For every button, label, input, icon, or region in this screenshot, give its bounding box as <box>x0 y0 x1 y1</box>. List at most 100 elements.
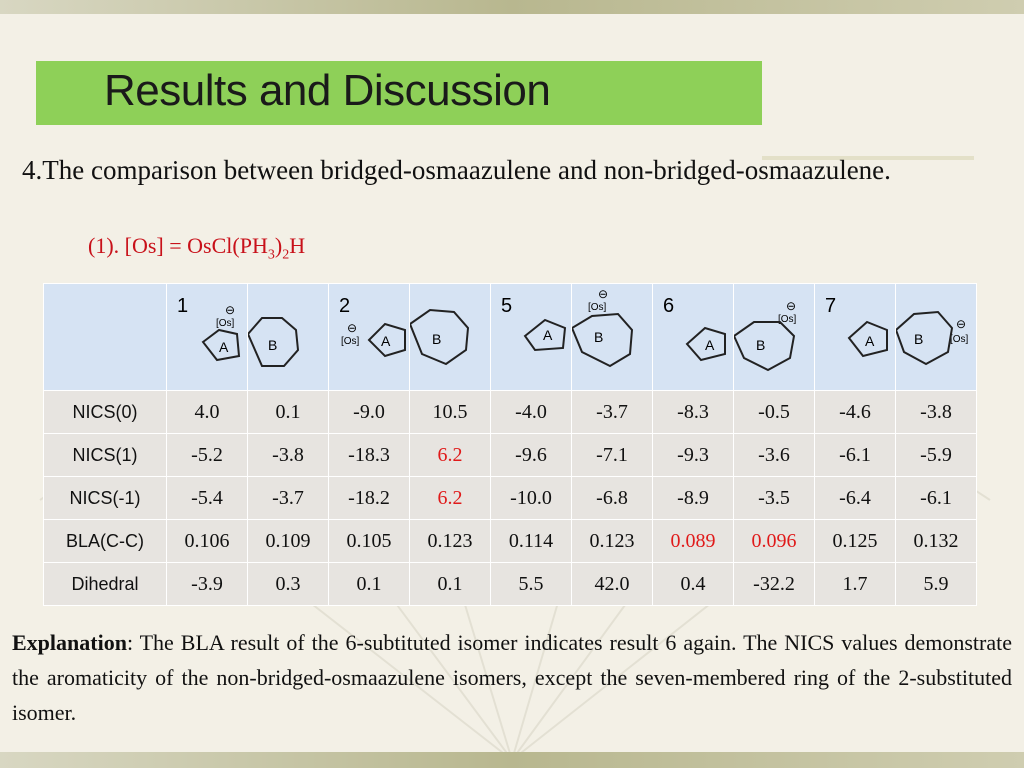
table-cell: 0.3 <box>247 562 329 606</box>
table-header-row: 1 ⊖ [Os] A B 2 ⊖ [Os] A <box>43 283 977 391</box>
table-cell: -8.3 <box>652 390 734 434</box>
table-cell: -3.8 <box>895 390 977 434</box>
table-cell: -10.0 <box>490 476 572 520</box>
table-cell: 0.123 <box>571 519 653 563</box>
table-body: NICS(0) 4.0 0.1 -9.0 10.5 -4.0 -3.7 -8.3 -0.5 -4.… <box>43 390 977 606</box>
table-cell: 0.125 <box>814 519 896 563</box>
compound-2-ring-a: 2 ⊖ [Os] A <box>328 283 410 391</box>
table-cell: -3.9 <box>166 562 248 606</box>
compound-2-ring-b: B <box>408 283 491 391</box>
table-cell: -5.2 <box>166 433 248 477</box>
table-cell: -6.8 <box>571 476 653 520</box>
svg-text:B: B <box>594 329 603 345</box>
table-cell: -32.2 <box>733 562 815 606</box>
table-cell: 6.2 <box>409 476 491 520</box>
table-cell: 10.5 <box>409 390 491 434</box>
compound-1-ring-b: B <box>246 283 329 391</box>
table-cell: -9.3 <box>652 433 734 477</box>
table-cell: 42.0 <box>571 562 653 606</box>
compound-5-ring-a: 5 A <box>490 283 572 391</box>
header-corner <box>43 283 167 391</box>
table-cell: 0.132 <box>895 519 977 563</box>
table-cell: 6.2 <box>409 433 491 477</box>
table-row: BLA(C-C) 0.106 0.109 0.105 0.123 0.114 0.123 0.… <box>43 519 977 563</box>
table-cell: -6.4 <box>814 476 896 520</box>
table-cell: -3.7 <box>571 390 653 434</box>
svg-text:⊖: ⊖ <box>786 299 796 313</box>
bullet-point: 4.The comparison between bridged-osmaazu… <box>22 155 891 185</box>
table-cell: 0.1 <box>409 562 491 606</box>
svg-text:[Os]: [Os] <box>216 318 235 329</box>
row-label: BLA(C-C) <box>43 519 167 563</box>
table-cell: -9.0 <box>328 390 410 434</box>
table-cell: -3.6 <box>733 433 815 477</box>
table-cell: -18.2 <box>328 476 410 520</box>
results-table: 1 ⊖ [Os] A B 2 ⊖ [Os] A <box>43 283 977 606</box>
table-row: Dihedral -3.9 0.3 0.1 0.1 5.5 42.0 0.4 -32.2 1.7 5… <box>43 562 977 606</box>
table-cell: -5.9 <box>895 433 977 477</box>
svg-text:A: A <box>543 327 553 343</box>
table-row: NICS(1) -5.2 -3.8 -18.3 6.2 -9.6 -7.1 -9.3 -3.6-… <box>43 433 977 477</box>
table-cell: -7.1 <box>571 433 653 477</box>
svg-text:A: A <box>381 333 391 349</box>
row-label: NICS(1) <box>43 433 167 477</box>
explanation-lead: Explanation <box>12 630 127 655</box>
table-cell: 0.123 <box>409 519 491 563</box>
table-cell: 0.4 <box>652 562 734 606</box>
svg-text:[Os]: [Os] <box>950 334 969 345</box>
compound-number: 5 <box>501 295 512 317</box>
title-banner <box>36 61 762 125</box>
compound-6-ring-a: 6 A <box>652 283 734 391</box>
table-cell: 0.1 <box>247 390 329 434</box>
table-cell: 0.109 <box>247 519 329 563</box>
svg-text:A: A <box>865 333 875 349</box>
table-cell: -3.7 <box>247 476 329 520</box>
table-cell: 4.0 <box>166 390 248 434</box>
svg-text:B: B <box>914 331 923 347</box>
explanation-paragraph: Explanation: The BLA result of the 6-sub… <box>12 625 1012 730</box>
table-cell: 0.105 <box>328 519 410 563</box>
table-row: NICS(0) 4.0 0.1 -9.0 10.5 -4.0 -3.7 -8.3 -0.5 -4.… <box>43 390 977 434</box>
svg-text:[Os]: [Os] <box>341 336 360 347</box>
svg-text:[Os]: [Os] <box>778 314 797 325</box>
compound-number: 1 <box>177 295 188 317</box>
compound-number: 6 <box>663 295 674 317</box>
table-cell: 1.7 <box>814 562 896 606</box>
svg-text:B: B <box>756 337 765 353</box>
table-cell: 0.106 <box>166 519 248 563</box>
svg-text:[Os]: [Os] <box>588 302 607 313</box>
compound-6-ring-b: ⊖ [Os] B <box>732 283 815 391</box>
compound-number: 7 <box>825 295 836 317</box>
compound-5-ring-b: ⊖ [Os] B <box>570 283 653 391</box>
table-cell: -4.0 <box>490 390 572 434</box>
explanation-text: : The BLA result of the 6-subtituted iso… <box>12 630 1012 725</box>
table-cell: -6.1 <box>895 476 977 520</box>
row-label: NICS(0) <box>43 390 167 434</box>
os-definition-note: (1). [Os] = OsCl(PH3)2H <box>88 233 306 263</box>
svg-text:B: B <box>268 337 277 353</box>
table-cell: 0.114 <box>490 519 572 563</box>
top-decor-band <box>0 0 1024 14</box>
compound-number: 2 <box>339 295 350 317</box>
table-cell: 0.1 <box>328 562 410 606</box>
table-cell: 5.5 <box>490 562 572 606</box>
table-cell: -18.3 <box>328 433 410 477</box>
table-cell: 5.9 <box>895 562 977 606</box>
table-cell: -8.9 <box>652 476 734 520</box>
svg-text:⊖: ⊖ <box>225 303 235 317</box>
svg-text:B: B <box>432 331 441 347</box>
table-cell: -3.5 <box>733 476 815 520</box>
svg-text:⊖: ⊖ <box>347 321 357 335</box>
table-cell: 0.096 <box>733 519 815 563</box>
decor-line <box>762 156 974 160</box>
row-label: NICS(-1) <box>43 476 167 520</box>
table-cell: -3.8 <box>247 433 329 477</box>
svg-text:A: A <box>219 339 229 355</box>
table-cell: 0.089 <box>652 519 734 563</box>
table-row: NICS(-1) -5.4 -3.7 -18.2 6.2 -10.0 -6.8 -8.9 -3.… <box>43 476 977 520</box>
table-cell: -6.1 <box>814 433 896 477</box>
table-cell: -0.5 <box>733 390 815 434</box>
svg-text:⊖: ⊖ <box>598 287 608 301</box>
table-cell: -5.4 <box>166 476 248 520</box>
slide-title: Results and Discussion <box>104 66 551 115</box>
